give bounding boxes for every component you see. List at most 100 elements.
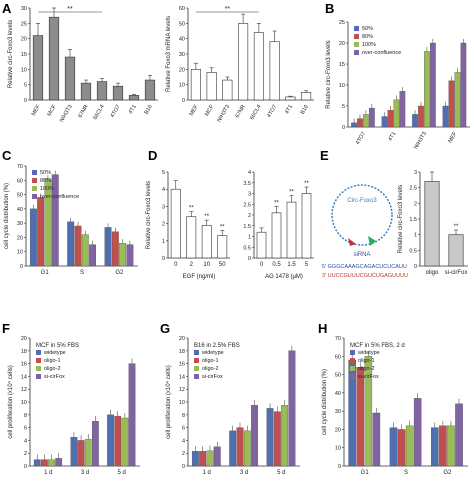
x-tick-label: NIH3T3 [59, 104, 74, 123]
bar [77, 440, 85, 467]
significance-label: ** [220, 224, 225, 230]
y-tick-label: 0 [24, 98, 27, 104]
x-tick-label: G1 [361, 470, 370, 476]
x-tick-label: B16 [144, 104, 154, 115]
y-tick-label: 30 [179, 52, 185, 58]
bar [266, 408, 274, 467]
sirna-pair-icon [368, 236, 376, 246]
x-tick-label: 10 [203, 262, 210, 268]
legend-swatch [354, 26, 359, 31]
sequence-bottom: 3' UUCCGUUUCGUCUGAGUUUU [322, 273, 408, 279]
y-tick-label: 0 [338, 464, 341, 470]
bar [89, 244, 96, 267]
y-tick-label: 2 [248, 213, 251, 219]
bar [64, 56, 76, 101]
legend-label: widetype [201, 350, 224, 356]
x-tick-label: G2 [115, 270, 124, 276]
bar [253, 32, 264, 101]
significance-label: ** [274, 200, 279, 206]
sirna-label: siRNA [353, 252, 370, 258]
bar [281, 405, 289, 467]
x-tick-label: 4T1 [128, 104, 138, 115]
bar [243, 430, 251, 467]
circrna-diagram: Circ-Foxo3 siRNA 5' GGGCAAAGCAGACUCUCAUU… [322, 184, 408, 279]
chart-h-mcf-cell-cycle: 0 10 20 30 40 50 60 70 cell cycle distribution (… [322, 336, 468, 476]
bar [357, 118, 363, 128]
y-tick-label: 70 [335, 336, 341, 342]
y-tick-label: 10 [179, 83, 185, 89]
bar [81, 234, 89, 267]
y-tick-label: 5 [24, 83, 27, 89]
legend-swatch [194, 366, 199, 371]
significance-label: ** [289, 190, 294, 196]
x-tick-label: 0 [174, 262, 178, 268]
y-tick-label: 10 [335, 446, 341, 452]
bar [55, 458, 63, 467]
bar [372, 412, 381, 467]
bar [448, 80, 455, 128]
bar [213, 446, 221, 467]
bar [288, 350, 296, 467]
bar [236, 427, 244, 467]
y-tick-label: 1 [248, 235, 251, 241]
bar [67, 221, 75, 267]
y-tick-label: 40 [335, 391, 341, 397]
y-tick-label: 10 [179, 400, 185, 406]
y-axis-label: Relative circ-Foxo3 levels [8, 20, 14, 88]
sequence-top: 5' GGGCAAAGCAGACUCUCAUU [322, 264, 407, 270]
y-tick-label: 4 [248, 170, 251, 176]
bar [356, 367, 365, 467]
y-tick-label: 0.5 [409, 248, 417, 254]
x-tick-label: 4T1 [284, 104, 294, 115]
x-tick-label: S [404, 470, 408, 476]
y-tick-label: 10 [21, 67, 27, 73]
y-tick-label: 14 [179, 374, 185, 380]
x-tick-label: NIH3T3 [413, 131, 428, 150]
y-tick-label: 1.5 [409, 217, 417, 223]
chart-title: MCF in 5% FBS [36, 343, 79, 349]
y-tick-label: 2 [182, 451, 185, 457]
bar [37, 197, 45, 267]
x-tick-label: 0.5 [272, 262, 281, 268]
x-tick-label: MCF [47, 103, 58, 117]
bar [413, 398, 422, 467]
legend-label: 50% [40, 170, 51, 176]
y-tick-label: 1 [162, 239, 165, 245]
legend-swatch [32, 170, 37, 175]
legend-swatch [36, 350, 41, 355]
bar [104, 227, 112, 267]
bar [84, 438, 92, 467]
y-tick-label: 0.5 [243, 245, 251, 251]
bar [271, 212, 282, 259]
panel-label-d: D [148, 148, 157, 163]
x-tick-label: 67NR [78, 104, 90, 119]
x-tick-label: 50 [219, 262, 226, 268]
y-tick-label: 60 [179, 6, 185, 12]
y-tick-label: 3 [162, 204, 165, 210]
x-tick-label: 1 d [202, 470, 210, 476]
legend-label: oligo-2 [44, 366, 61, 372]
x-tick-label: si-cirFox [445, 270, 468, 276]
x-tick-label: oligo [426, 270, 439, 276]
bar [424, 181, 440, 267]
y-tick-label: 8 [24, 413, 27, 419]
significance-label: ** [204, 214, 209, 220]
significance-label: ** [454, 224, 459, 230]
y-tick-label: 2 [414, 201, 417, 207]
bar [448, 234, 464, 267]
circrna-label: Circ-Foxo3 [347, 198, 377, 204]
x-tick-label: 4TO7 [110, 104, 122, 119]
bar [217, 235, 228, 259]
bar [107, 414, 114, 467]
legend-swatch [36, 366, 41, 371]
y-tick-label: 5 [162, 170, 165, 176]
bar [92, 421, 99, 467]
bar [399, 91, 406, 128]
bar [186, 216, 197, 259]
y-tick-label: 2 [162, 222, 165, 228]
y-tick-label: 0 [342, 125, 345, 131]
y-axis-label: Relative circ-Foxo3 levels [326, 40, 332, 108]
legend-swatch [354, 34, 359, 39]
x-tick-label: S [80, 270, 84, 276]
